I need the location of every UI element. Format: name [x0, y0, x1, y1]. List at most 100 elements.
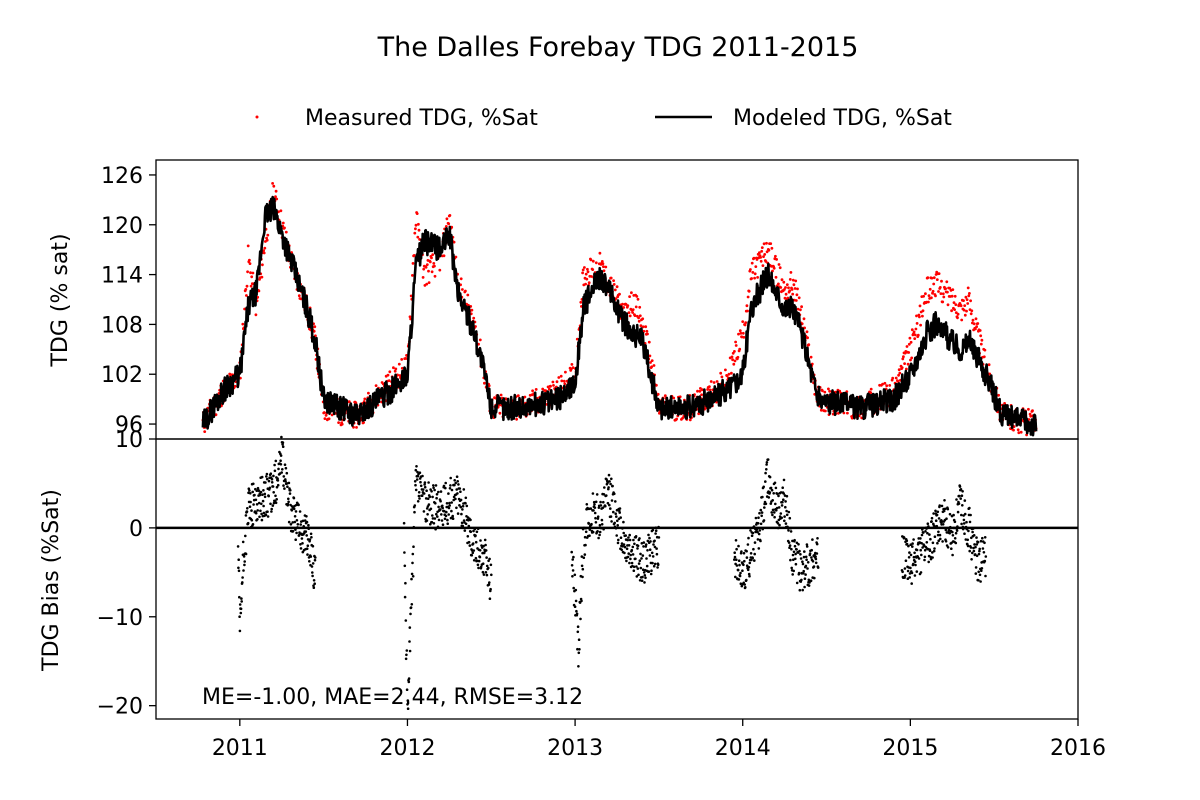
measured-point — [979, 342, 983, 346]
bias-point — [482, 573, 486, 576]
measured-point — [927, 300, 930, 304]
measured-point — [445, 217, 449, 221]
measured-point — [646, 332, 649, 336]
bias-point — [984, 555, 988, 558]
bias-point — [912, 562, 915, 566]
bias-point — [735, 558, 738, 561]
bias-point — [614, 512, 617, 515]
bias-point — [911, 542, 914, 545]
measured-point — [658, 411, 661, 415]
bias-point — [648, 536, 651, 540]
measured-point — [946, 290, 949, 294]
bias-point — [970, 558, 973, 561]
bias-point — [960, 494, 964, 498]
bias-point — [294, 510, 298, 513]
bias-point — [801, 560, 804, 563]
bias-point — [288, 492, 292, 495]
measured-point — [968, 292, 971, 295]
bias-point — [410, 603, 414, 606]
bias-point — [310, 536, 313, 539]
measured-point — [579, 300, 583, 304]
bias-point — [788, 516, 792, 520]
bias-point — [963, 532, 966, 535]
bias-point — [459, 505, 463, 509]
measured-point — [557, 376, 561, 379]
measured-point — [312, 329, 316, 333]
bias-point — [802, 569, 805, 573]
bias-point — [636, 567, 640, 570]
bias-point — [292, 507, 296, 511]
bias-point — [284, 466, 288, 470]
measured-point — [792, 283, 796, 287]
bias-point — [811, 538, 814, 541]
measured-point — [898, 371, 902, 375]
bias-point — [919, 537, 922, 540]
measured-point — [641, 325, 645, 329]
bias-point — [238, 603, 242, 606]
measured-point — [615, 285, 619, 289]
bias-point — [287, 500, 290, 504]
bias-point — [804, 564, 808, 568]
measured-point — [761, 264, 765, 267]
bias-point — [449, 476, 453, 480]
measured-point — [928, 287, 932, 291]
bias-point — [804, 573, 807, 576]
bias-point — [575, 612, 579, 616]
measured-point — [787, 286, 790, 290]
bias-point — [609, 482, 612, 486]
bias-point — [764, 502, 768, 506]
bias-point — [768, 491, 772, 494]
measured-point — [962, 299, 965, 302]
bias-point — [286, 502, 290, 506]
error-stats-annotation: ME=-1.00, MAE=2.44, RMSE=3.12 — [202, 685, 583, 710]
bias-point — [952, 513, 955, 517]
bias-point — [746, 568, 750, 572]
bias-point — [251, 490, 254, 494]
bias-point — [649, 572, 653, 576]
bias-point — [300, 537, 304, 540]
bias-point — [270, 477, 274, 481]
bias-point — [799, 557, 803, 560]
bottom-y-tick-label: 10 — [115, 428, 143, 453]
measured-point — [796, 307, 800, 311]
bias-point — [484, 571, 488, 574]
measured-point — [274, 195, 277, 199]
measured-point — [750, 261, 754, 265]
bias-point — [433, 488, 436, 492]
measured-point — [559, 374, 563, 378]
bias-point — [814, 561, 818, 565]
bias-point — [252, 503, 255, 506]
measured-point — [424, 265, 428, 269]
bias-point — [909, 553, 913, 557]
bias-point — [978, 547, 981, 551]
measured-point — [612, 279, 615, 282]
bias-point — [294, 538, 298, 541]
bias-point — [584, 530, 588, 534]
bias-point — [274, 501, 278, 505]
bias-point — [768, 475, 772, 479]
measured-point — [251, 271, 255, 275]
bias-point — [958, 494, 961, 498]
measured-point — [727, 372, 731, 376]
bias-point — [816, 566, 820, 569]
bias-point — [647, 570, 651, 573]
bias-point — [780, 504, 784, 507]
measured-point — [932, 276, 936, 280]
bias-point — [604, 504, 607, 508]
measured-point — [523, 395, 527, 399]
bias-point — [645, 564, 649, 568]
bias-point — [629, 553, 632, 557]
measured-point — [430, 256, 433, 260]
bias-point — [283, 487, 286, 490]
bias-point — [609, 515, 613, 518]
measured-point — [627, 311, 631, 314]
bias-point — [811, 560, 815, 563]
measured-point — [976, 322, 980, 325]
bias-point — [968, 520, 972, 524]
bias-point — [425, 489, 428, 493]
bias-point — [409, 612, 412, 616]
bias-point — [739, 582, 743, 585]
bias-point — [748, 574, 751, 578]
bias-point — [637, 562, 641, 565]
bias-point — [425, 519, 429, 522]
